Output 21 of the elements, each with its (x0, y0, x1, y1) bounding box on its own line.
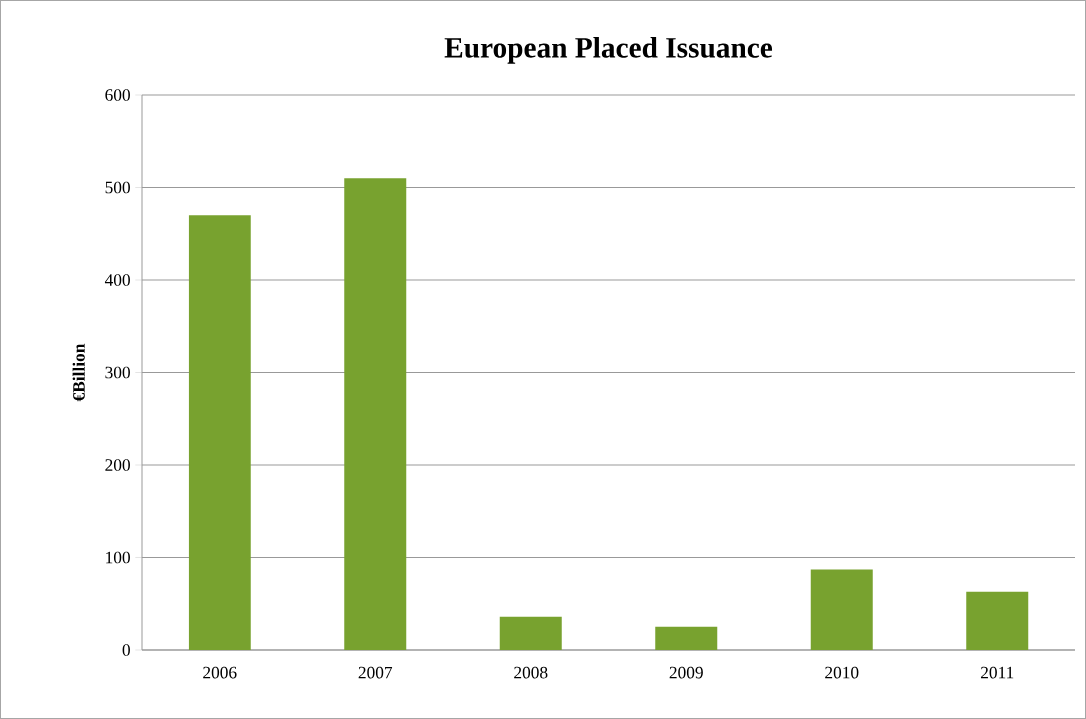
y-tick-label: 100 (106, 551, 130, 564)
x-tick-label: 2007 (358, 666, 393, 679)
y-tick-label: 0 (122, 644, 130, 656)
chart-title: European Placed Issuance (444, 37, 773, 64)
y-tick-label: 400 (104, 274, 130, 286)
x-tick-label: 2010 (825, 666, 859, 679)
bar (499, 616, 562, 650)
bar (810, 569, 873, 650)
x-tick-label: 2008 (514, 666, 548, 679)
bar (188, 215, 251, 650)
x-tick-label: 2006 (203, 666, 237, 679)
x-tick-label: 2009 (669, 666, 703, 679)
bar (966, 591, 1029, 650)
y-tick-label: 500 (105, 181, 130, 194)
x-tick-label: 2011 (980, 666, 1014, 679)
y-tick-label: 600 (105, 89, 130, 101)
y-tick-label: 200 (105, 459, 130, 471)
bar (655, 626, 718, 650)
y-tick-label: 300 (105, 366, 130, 379)
y-axis-title: €Billion (72, 343, 85, 402)
bar (344, 178, 407, 650)
